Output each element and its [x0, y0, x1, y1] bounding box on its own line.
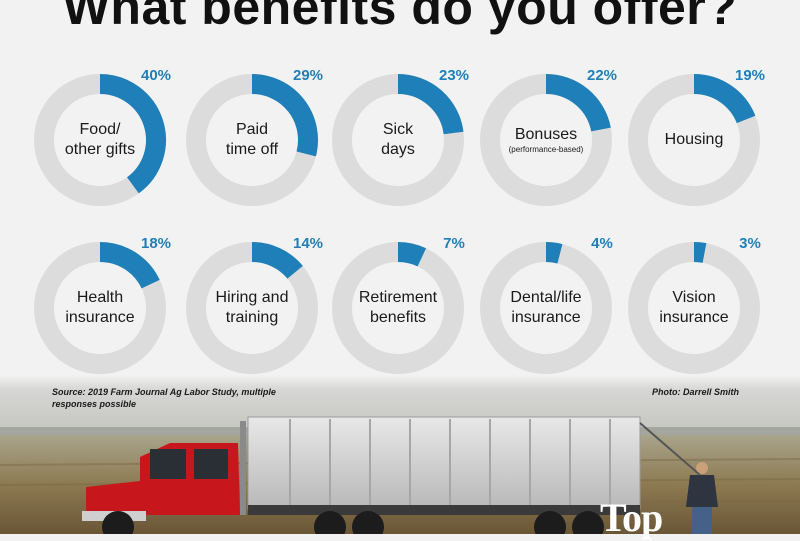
wheel: [352, 511, 384, 534]
wheel: [534, 511, 566, 534]
category-sublabel: (performance-based): [509, 145, 584, 154]
source-note: Source: 2019 Farm Journal Ag Labor Study…: [52, 387, 276, 409]
person-body: [686, 475, 718, 507]
exhaust-stack: [240, 421, 246, 515]
donut-1: 29% Paid time off: [186, 67, 323, 206]
category-label: Housing: [665, 131, 724, 148]
grain-trailer: [247, 416, 641, 510]
category-label: days: [381, 141, 415, 158]
category-label: Hiring and: [216, 289, 289, 306]
donut-track: [332, 242, 464, 374]
auger-pipe: [639, 422, 701, 476]
category-label: benefits: [370, 309, 426, 326]
percent-label: 29%: [293, 67, 323, 84]
category-label: Paid: [236, 121, 268, 138]
donut-track: [628, 242, 760, 374]
donut-9: 3% Vision insurance: [628, 235, 761, 374]
percent-label: 7%: [443, 235, 465, 252]
donut-arc: [397, 74, 464, 135]
category-label: Food/: [80, 121, 121, 138]
farm-truck-photo: [0, 375, 800, 534]
donut-0: 40% Food/other gifts: [34, 67, 171, 206]
category-label: Sick: [383, 121, 414, 138]
category-label: Dental/life: [510, 289, 581, 306]
category-label: other gifts: [65, 141, 135, 158]
person-legs: [692, 507, 712, 534]
donut-arc: [251, 74, 318, 157]
cab-window: [150, 449, 186, 479]
wheel: [572, 511, 604, 534]
donut-3: 22% Bonuses (performance-based): [480, 67, 617, 206]
percent-label: 22%: [587, 67, 617, 84]
wheel: [102, 511, 134, 534]
percent-label: 14%: [293, 235, 323, 252]
percent-label: 4%: [591, 235, 613, 252]
photo-credit: Photo: Darrell Smith: [652, 387, 740, 397]
donut-arc: [545, 242, 563, 264]
donut-chart-grid: 40% Food/other gifts 29% Paid time off 23% Sic…: [34, 67, 765, 374]
brand-logo: Top: [600, 495, 663, 540]
trailer-ribs: [289, 419, 611, 507]
donut-arc: [251, 242, 303, 280]
category-label: insurance: [659, 309, 728, 326]
donut-2: 23% Sick days: [332, 67, 469, 206]
page-title: What benefits do you offer?: [62, 0, 738, 35]
donut-arc: [99, 74, 166, 194]
category-label: Health: [77, 289, 123, 306]
donut-arc: [693, 241, 707, 263]
person-head: [696, 462, 708, 474]
donut-track: [480, 242, 612, 374]
category-label: insurance: [511, 309, 580, 326]
category-label: Retirement: [359, 289, 438, 306]
percent-label: 23%: [439, 67, 469, 84]
donut-arc: [99, 242, 160, 289]
donut-6: 14% Hiring and training: [186, 235, 323, 374]
donut-5: 18% Health insurance: [34, 235, 171, 374]
percent-label: 3%: [739, 235, 761, 252]
wheel: [314, 511, 346, 534]
category-label: insurance: [65, 309, 134, 326]
donut-arc: [693, 74, 756, 124]
category-label: training: [226, 309, 278, 326]
percent-label: 40%: [141, 67, 171, 84]
donut-7: 7% Retirement benefits: [332, 235, 465, 374]
cab-window-rear: [194, 449, 228, 479]
category-label: Vision: [672, 289, 715, 306]
percent-label: 18%: [141, 235, 171, 252]
donut-arc: [545, 74, 611, 132]
category-label: Bonuses: [515, 126, 577, 143]
trailer-frame: [248, 505, 640, 515]
category-label: time off: [226, 141, 279, 158]
donut-arc: [397, 242, 427, 267]
percent-label: 19%: [735, 67, 765, 84]
donut-4: 19% Housing: [628, 67, 765, 206]
donut-8: 4% Dental/life insurance: [480, 235, 613, 374]
